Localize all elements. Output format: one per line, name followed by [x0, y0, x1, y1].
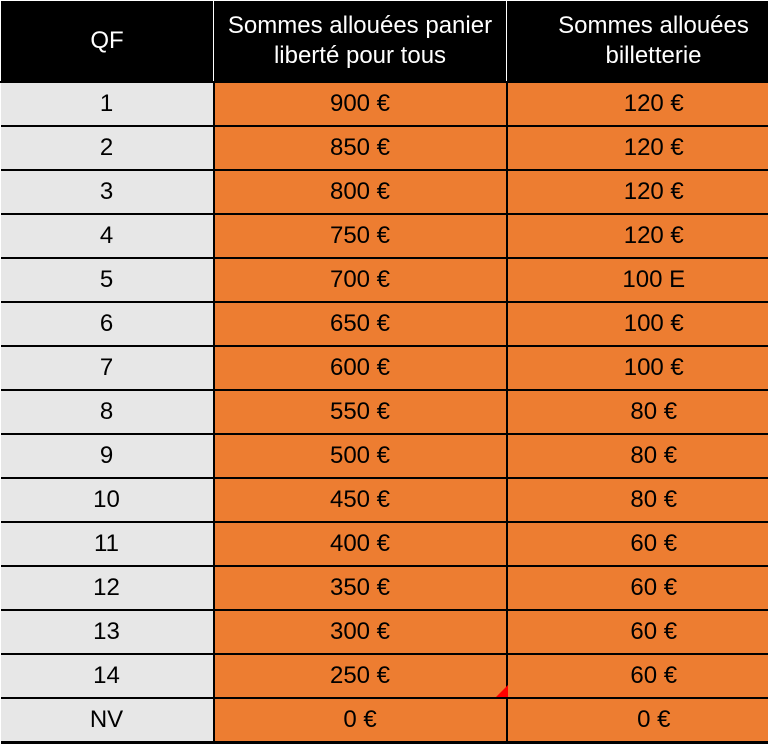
panier-cell: 300 €	[214, 610, 507, 654]
allocation-table: QF Sommes allouées panier liberté pour t…	[0, 0, 768, 744]
qf-cell: 14	[1, 654, 214, 698]
panier-cell: 650 €	[214, 302, 507, 346]
billetterie-cell: 60 €	[507, 566, 768, 610]
table-row: 6650 €100 €	[1, 302, 768, 346]
table-container: QF Sommes allouées panier liberté pour t…	[0, 0, 768, 749]
billetterie-cell: 120 €	[507, 214, 768, 258]
qf-cell: NV	[1, 698, 214, 743]
qf-cell: 8	[1, 390, 214, 434]
header-qf: QF	[1, 1, 214, 83]
qf-cell: 9	[1, 434, 214, 478]
billetterie-cell: 100 E	[507, 258, 768, 302]
panier-cell: 750 €	[214, 214, 507, 258]
panier-cell: 250 €	[214, 654, 507, 698]
table-row: 12350 €60 €	[1, 566, 768, 610]
billetterie-cell: 60 €	[507, 610, 768, 654]
billetterie-cell: 120 €	[507, 82, 768, 126]
panier-cell: 450 €	[214, 478, 507, 522]
header-panier: Sommes allouées panier liberté pour tous	[214, 1, 507, 83]
qf-cell: 2	[1, 126, 214, 170]
panier-cell: 500 €	[214, 434, 507, 478]
panier-cell: 400 €	[214, 522, 507, 566]
table-row: 8550 €80 €	[1, 390, 768, 434]
qf-cell: 4	[1, 214, 214, 258]
header-billetterie: Sommes allouées billetterie	[507, 1, 768, 83]
billetterie-cell: 80 €	[507, 434, 768, 478]
qf-cell: 6	[1, 302, 214, 346]
table-header-row: QF Sommes allouées panier liberté pour t…	[1, 1, 768, 83]
table-row: 9500 €80 €	[1, 434, 768, 478]
table-row: 2850 €120 €	[1, 126, 768, 170]
billetterie-cell: 60 €	[507, 654, 768, 698]
qf-cell: 3	[1, 170, 214, 214]
qf-cell: 11	[1, 522, 214, 566]
qf-cell: 5	[1, 258, 214, 302]
table-body: 1900 €120 €2850 €120 €3800 €120 €4750 €1…	[1, 82, 768, 743]
qf-cell: 7	[1, 346, 214, 390]
billetterie-cell: 60 €	[507, 522, 768, 566]
qf-cell: 1	[1, 82, 214, 126]
billetterie-cell: 100 €	[507, 302, 768, 346]
table-row: 4750 €120 €	[1, 214, 768, 258]
qf-cell: 13	[1, 610, 214, 654]
billetterie-cell: 120 €	[507, 170, 768, 214]
billetterie-cell: 120 €	[507, 126, 768, 170]
panier-cell: 850 €	[214, 126, 507, 170]
table-row: NV0 €0 €	[1, 698, 768, 743]
table-row: 13300 €60 €	[1, 610, 768, 654]
qf-cell: 12	[1, 566, 214, 610]
table-row: 1900 €120 €	[1, 82, 768, 126]
table-row: 10450 €80 €	[1, 478, 768, 522]
table-row: 11400 €60 €	[1, 522, 768, 566]
panier-cell: 900 €	[214, 82, 507, 126]
table-row: 7600 €100 €	[1, 346, 768, 390]
table-row: 5700 €100 E	[1, 258, 768, 302]
panier-cell: 550 €	[214, 390, 507, 434]
billetterie-cell: 100 €	[507, 346, 768, 390]
table-row: 3800 €120 €	[1, 170, 768, 214]
table-row: 14250 €60 €	[1, 654, 768, 698]
billetterie-cell: 80 €	[507, 478, 768, 522]
panier-cell: 800 €	[214, 170, 507, 214]
panier-cell: 0 €	[214, 698, 507, 743]
panier-cell: 600 €	[214, 346, 507, 390]
billetterie-cell: 0 €	[507, 698, 768, 743]
panier-cell: 350 €	[214, 566, 507, 610]
qf-cell: 10	[1, 478, 214, 522]
billetterie-cell: 80 €	[507, 390, 768, 434]
panier-cell: 700 €	[214, 258, 507, 302]
